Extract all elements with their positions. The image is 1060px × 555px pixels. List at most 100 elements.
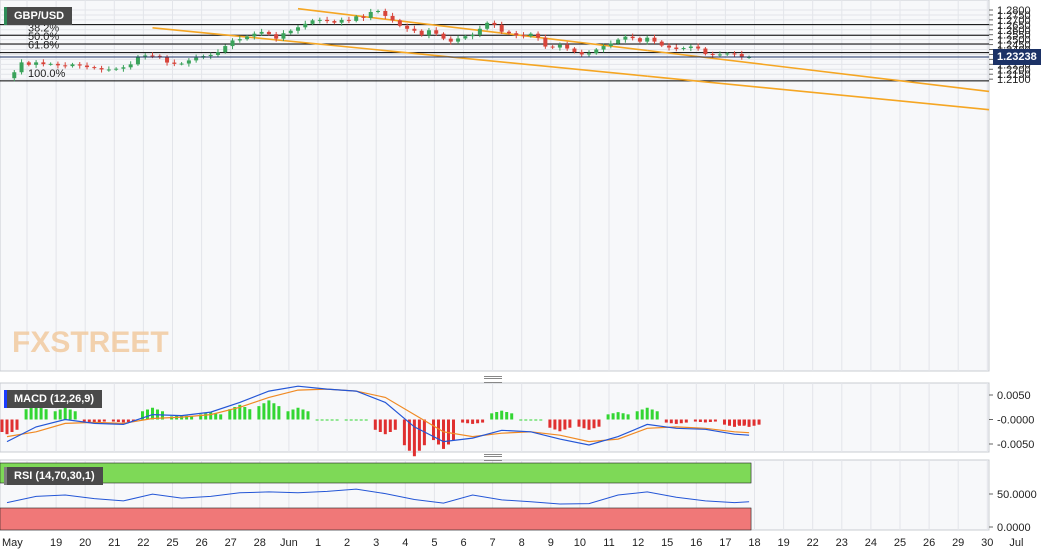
x-tick-label: 26 bbox=[923, 537, 935, 549]
macd-histogram-bar bbox=[335, 419, 339, 421]
macd-histogram-bar bbox=[698, 419, 702, 422]
candle-body bbox=[667, 45, 672, 48]
macd-histogram-bar bbox=[597, 419, 601, 427]
macd-histogram-bar bbox=[708, 419, 712, 422]
candle-body bbox=[652, 37, 657, 42]
macd-badge: MACD (12,26,9) bbox=[4, 390, 103, 408]
candle-body bbox=[339, 19, 344, 23]
x-tick-label: 19 bbox=[777, 537, 789, 549]
candle-body bbox=[26, 62, 31, 65]
macd-histogram-bar bbox=[723, 419, 726, 425]
candle-body bbox=[230, 40, 235, 47]
x-tick-label: Jun bbox=[280, 537, 298, 549]
candle-body bbox=[710, 53, 715, 55]
candle-body bbox=[41, 62, 46, 65]
macd-histogram-bar bbox=[703, 419, 707, 423]
x-tick-label: 11 bbox=[603, 537, 614, 549]
macd-histogram-bar bbox=[354, 419, 358, 421]
candle-body bbox=[281, 33, 286, 39]
fib-label: 100.0% bbox=[28, 68, 66, 80]
candle-body bbox=[623, 36, 628, 40]
x-tick-label: 25 bbox=[894, 537, 906, 549]
candle-body bbox=[499, 24, 504, 32]
x-tick-label: 22 bbox=[807, 537, 819, 549]
y-tick-label: 1.2800 bbox=[997, 5, 1031, 17]
candle-body bbox=[77, 64, 82, 66]
candle-body bbox=[179, 63, 184, 65]
macd-histogram-bar bbox=[757, 419, 761, 425]
pane-splitter-handle[interactable] bbox=[484, 454, 502, 461]
macd-histogram-bar bbox=[44, 409, 48, 420]
candle-body bbox=[303, 23, 308, 28]
candle-body bbox=[223, 46, 228, 53]
macd-histogram-bar bbox=[747, 419, 751, 427]
macd-histogram-bar bbox=[68, 409, 72, 420]
candle-body bbox=[397, 20, 402, 26]
macd-histogram-bar bbox=[121, 419, 125, 423]
fib-label: 50.0% bbox=[28, 31, 59, 43]
macd-histogram-bar bbox=[519, 419, 523, 421]
y-tick-label: 1.2700 bbox=[997, 15, 1031, 27]
symbol-badge: GBP/USD bbox=[4, 7, 73, 25]
candle-body bbox=[616, 39, 621, 44]
candle-body bbox=[325, 19, 330, 22]
pane-splitter-handle[interactable] bbox=[484, 376, 502, 383]
channel-lower-line bbox=[647, 75, 990, 111]
last-price-tag: 1.23238 bbox=[993, 49, 1041, 66]
candle-body bbox=[390, 15, 395, 21]
macd-histogram-bar bbox=[320, 419, 324, 421]
macd-histogram-bar bbox=[238, 404, 242, 420]
candle-body bbox=[346, 19, 351, 21]
macd-histogram-bar bbox=[539, 419, 543, 421]
x-tick-label: Jul bbox=[1009, 537, 1023, 549]
rsi-tick-label: 50.0000 bbox=[997, 489, 1037, 501]
y-tick-label: 1.2450 bbox=[997, 40, 1031, 52]
y-tick-label: 1.2100 bbox=[997, 74, 1031, 86]
candle-body bbox=[135, 56, 140, 65]
candle-body bbox=[579, 51, 584, 55]
macd-histogram-bar bbox=[82, 419, 86, 422]
candle-body bbox=[550, 46, 555, 48]
candle-body bbox=[259, 31, 264, 34]
macd-histogram-bar bbox=[635, 411, 639, 420]
macd-histogram-bar bbox=[10, 419, 14, 432]
candle-body bbox=[165, 57, 170, 63]
x-tick-label: 21 bbox=[108, 537, 120, 549]
macd-histogram-bar bbox=[664, 419, 668, 423]
y-tick-label: 1.2600 bbox=[997, 25, 1031, 37]
candle-body bbox=[717, 54, 722, 56]
macd-histogram-bar bbox=[286, 411, 290, 420]
macd-histogram-bar bbox=[481, 419, 485, 423]
candle-body bbox=[99, 68, 104, 70]
candle-body bbox=[572, 48, 577, 52]
macd-histogram-bar bbox=[301, 409, 305, 420]
macd-histogram-bar bbox=[373, 419, 377, 430]
macd-histogram-bar bbox=[383, 419, 387, 435]
macd-histogram-bar bbox=[645, 407, 649, 420]
macd-histogram-bar bbox=[461, 419, 465, 423]
macd-histogram-bar bbox=[655, 411, 659, 420]
candle-body bbox=[434, 30, 439, 34]
candle-body bbox=[645, 37, 650, 42]
macd-histogram-bar bbox=[5, 419, 9, 435]
x-tick-label: 23 bbox=[836, 537, 848, 549]
macd-histogram-bar bbox=[466, 419, 470, 424]
candle-body bbox=[419, 30, 424, 36]
x-tick-label: 6 bbox=[460, 537, 466, 549]
macd-histogram-bar bbox=[330, 419, 334, 421]
candle-body bbox=[114, 68, 119, 70]
macd-histogram-bar bbox=[510, 413, 514, 420]
candle-body bbox=[106, 69, 111, 71]
macd-histogram-bar bbox=[243, 407, 247, 420]
macd-tick-label: -0.0050 bbox=[997, 439, 1034, 451]
macd-histogram-bar bbox=[111, 419, 115, 422]
rsi-tick-label: 0.0000 bbox=[997, 522, 1031, 534]
macd-signal-line bbox=[6, 388, 750, 443]
macd-histogram-bar bbox=[471, 419, 475, 424]
macd-tick-label: 0.0050 bbox=[997, 390, 1031, 402]
candle-body bbox=[55, 63, 60, 66]
macd-histogram-bar bbox=[587, 419, 591, 430]
candle-body bbox=[70, 64, 75, 67]
x-tick-label: 27 bbox=[225, 537, 237, 549]
